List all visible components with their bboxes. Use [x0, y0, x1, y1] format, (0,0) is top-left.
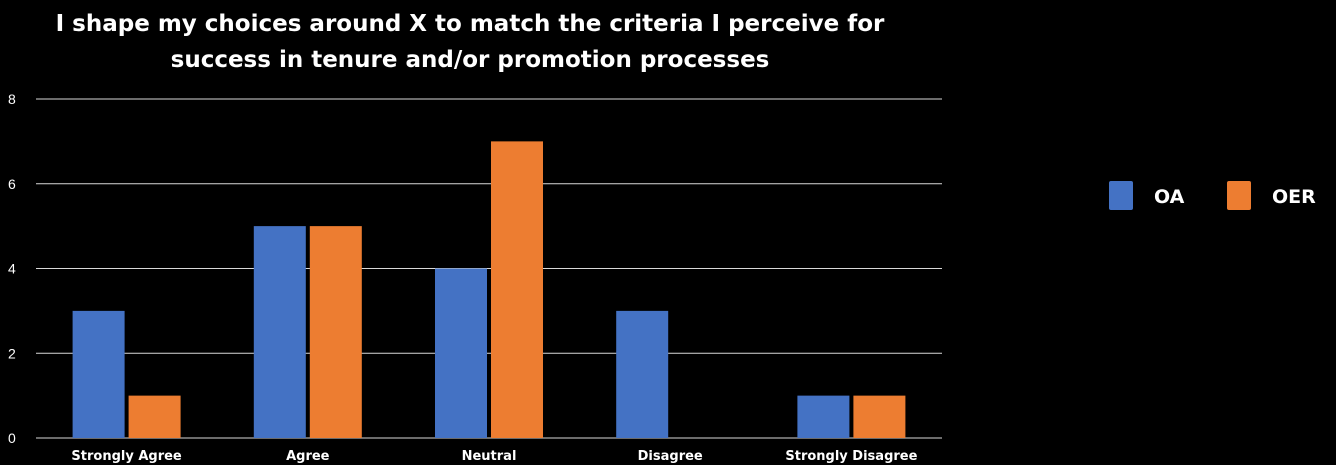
- legend-swatch-oer: [1227, 181, 1251, 210]
- y-tick-label: 6: [8, 176, 16, 192]
- chart-title-line-1: I shape my choices around X to match the…: [55, 11, 885, 37]
- y-axis-ticks: 0 2 4 6 8: [8, 91, 16, 446]
- bars: [72, 141, 906, 438]
- bar-oer-neutral: [491, 141, 543, 438]
- bar-oer-strongly-agree: [128, 395, 181, 438]
- chart-title: I shape my choices around X to match the…: [0, 6, 940, 78]
- bar-oa-strongly-disagree: [797, 395, 850, 438]
- gridlines: [36, 98, 942, 439]
- bar-oer-agree: [309, 226, 362, 438]
- x-tick-label: Strongly Disagree: [785, 449, 917, 464]
- legend-label-oa: OA: [1154, 186, 1185, 208]
- bar-oa-strongly-agree: [72, 310, 125, 438]
- y-tick-label: 8: [8, 91, 16, 107]
- x-tick-label: Strongly Agree: [71, 449, 182, 464]
- y-tick-label: 2: [8, 345, 16, 361]
- legend: OA OER: [1109, 181, 1316, 210]
- x-axis-labels: Strongly Agree Agree Neutral Disagree Strong…: [71, 449, 917, 464]
- y-tick-label: 4: [8, 261, 16, 277]
- legend-label-oer: OER: [1272, 186, 1316, 208]
- bar-oa-agree: [253, 226, 306, 438]
- x-tick-label: Agree: [286, 449, 330, 464]
- x-tick-label: Neutral: [462, 449, 517, 464]
- legend-swatch-oa: [1109, 181, 1133, 210]
- bar-oa-neutral: [435, 268, 487, 438]
- bar-oer-strongly-disagree: [853, 395, 906, 438]
- x-tick-label: Disagree: [638, 449, 703, 464]
- y-tick-label: 0: [8, 430, 16, 446]
- chart-title-line-2: success in tenure and/or promotion proce…: [170, 47, 770, 73]
- bar-oa-disagree: [616, 310, 669, 438]
